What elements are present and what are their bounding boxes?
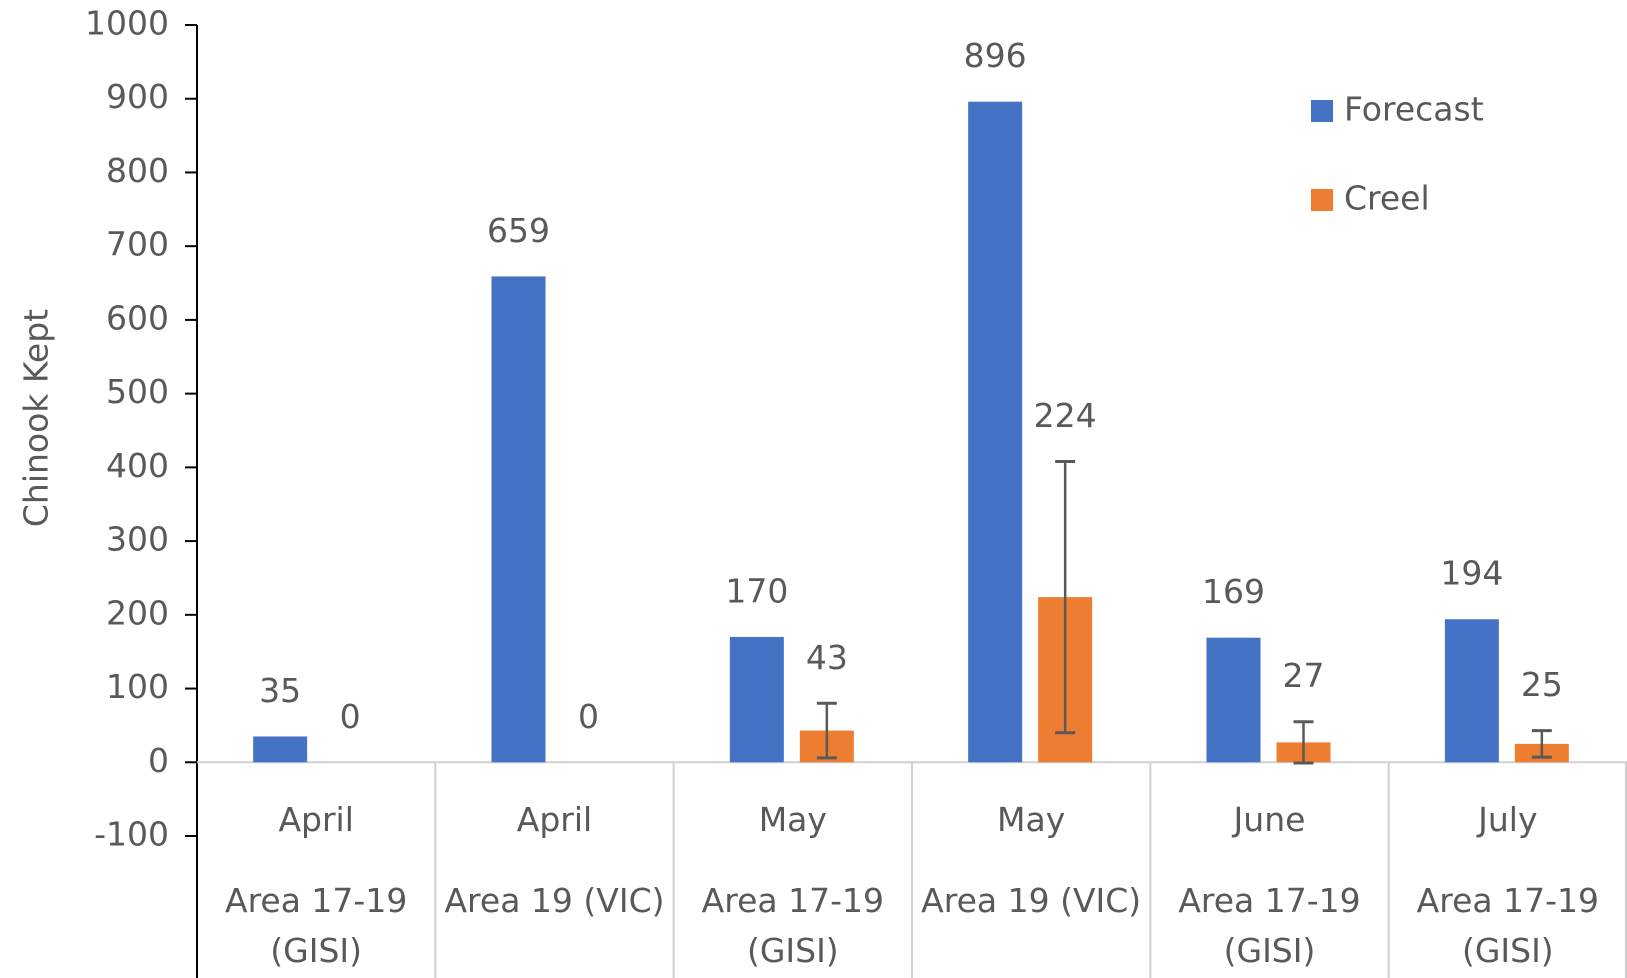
data-label: 170 [725, 571, 788, 610]
y-tick-label: 400 [106, 446, 169, 485]
y-tick-label: 0 [148, 741, 169, 780]
x-subtick-label: Area 19 (VIC) [921, 881, 1142, 920]
x-tick-label: April [278, 800, 354, 839]
y-tick-label: 700 [106, 225, 169, 264]
legend-swatch [1311, 100, 1333, 122]
bar [968, 101, 1023, 763]
legend-swatch [1311, 189, 1333, 211]
data-label: 224 [1034, 396, 1097, 435]
data-label: 35 [259, 671, 301, 710]
y-tick-label: 500 [106, 372, 169, 411]
x-tick-label: May [758, 800, 827, 839]
bar [729, 636, 784, 763]
data-label: 0 [340, 697, 361, 736]
data-label: 0 [578, 697, 599, 736]
bar [253, 736, 308, 763]
bar [1206, 637, 1261, 763]
data-label: 896 [964, 36, 1027, 75]
legend-label: Forecast [1344, 90, 1484, 129]
data-label: 169 [1202, 572, 1265, 611]
y-tick-label: 600 [106, 298, 169, 337]
x-subtick-label: Area 17-19 (GISI) [1416, 881, 1599, 970]
y-tick-label: -100 [94, 815, 169, 854]
data-label: 194 [1440, 554, 1503, 593]
y-tick-label: 100 [106, 667, 169, 706]
data-label: 27 [1283, 656, 1325, 695]
x-tick-label: May [997, 800, 1066, 839]
y-tick-label: 800 [106, 151, 169, 190]
x-tick-label: April [516, 800, 593, 839]
legend-label: Creel [1344, 179, 1430, 218]
y-tick-label: 1000 [85, 4, 169, 43]
bar [491, 276, 546, 763]
x-subtick-label: Area 19 (VIC) [444, 881, 665, 920]
x-subtick-label: Area 17-19 (GISI) [1178, 881, 1361, 970]
y-tick-label: 300 [106, 520, 169, 559]
y-tick-label: 900 [106, 77, 169, 116]
y-tick-label: 200 [106, 593, 169, 632]
x-subtick-label: Area 17-19 (GISI) [225, 881, 408, 970]
x-tick-label: June [1233, 800, 1306, 839]
data-label: 659 [487, 211, 550, 250]
data-label: 43 [806, 638, 848, 677]
data-label: 25 [1521, 665, 1563, 704]
x-subtick-label: Area 17-19 (GISI) [701, 881, 884, 970]
y-axis-label: Chinook Kept [17, 309, 56, 527]
x-tick-label: July [1478, 800, 1538, 839]
bar [1444, 619, 1499, 763]
